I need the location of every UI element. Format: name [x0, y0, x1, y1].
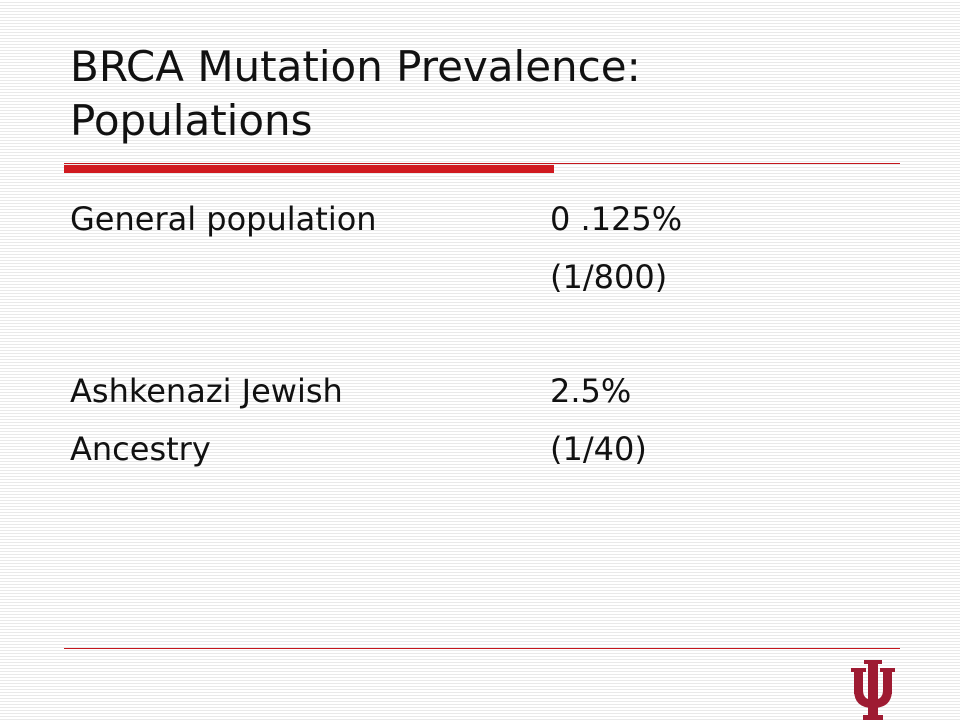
table-row: Ancestry (1/40): [70, 420, 890, 478]
title-divider: [64, 163, 900, 164]
slide-title: BRCA Mutation Prevalence: Populations: [70, 40, 910, 148]
trident-logo-icon: [851, 660, 895, 720]
prevalence-value: 0 .125%: [550, 200, 683, 238]
row-spacer: [70, 306, 890, 362]
table-row: General population 0 .125%: [70, 190, 890, 248]
prevalence-ratio: (1/40): [550, 430, 647, 468]
prevalence-value: 2.5%: [550, 372, 632, 410]
prevalence-table: General population 0 .125% (1/800) Ashke…: [70, 190, 890, 478]
population-label: Ancestry: [70, 430, 211, 468]
population-label: General population: [70, 200, 377, 238]
prevalence-ratio: (1/800): [550, 258, 668, 296]
footer-divider: [64, 648, 900, 649]
population-label: Ashkenazi Jewish: [70, 372, 343, 410]
table-row: Ashkenazi Jewish 2.5%: [70, 362, 890, 420]
title-line-1: BRCA Mutation Prevalence:: [70, 42, 641, 91]
title-line-2: Populations: [70, 96, 313, 145]
table-row: (1/800): [70, 248, 890, 306]
title-accent-bar: [64, 165, 554, 173]
population-label: [70, 248, 550, 306]
